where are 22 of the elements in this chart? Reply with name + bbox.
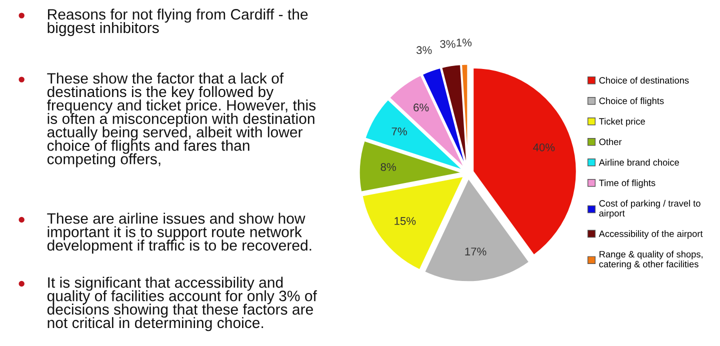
data-label: 15% xyxy=(394,217,416,225)
data-label: 17% xyxy=(465,248,486,256)
data-label: 1% xyxy=(456,38,472,46)
legend-label: Choice of destinations xyxy=(599,76,689,84)
legend-label: Ticket price xyxy=(599,118,645,126)
data-label: 3% xyxy=(416,46,432,54)
data-label: 6% xyxy=(414,104,429,112)
text: These show the factor that a lack of destinations is the key followed by frequency and ticket price. However, this is often a misconception with destination actually being served, albeit with lower choice of flights and fares than competing offers, xyxy=(47,72,316,168)
data-label: 40% xyxy=(533,143,555,152)
legend-label: Cost of parking / travel to airport xyxy=(599,200,700,218)
data-label: 8% xyxy=(380,163,396,171)
legend-label: Choice of flights xyxy=(599,97,664,106)
legend-label: Range & quality of shops, catering & other facilities xyxy=(599,250,702,270)
text: It is significant that accessibility and quality of facilities account for only 3% of decisions showing that these factors are not critical in determining choice. xyxy=(47,276,317,332)
legend-label: Accessibility of the airport xyxy=(598,230,703,239)
legend-label: Time of flights xyxy=(599,179,656,188)
data-label: 3% xyxy=(440,40,456,48)
data-label: 7% xyxy=(392,128,407,136)
legend-label: Airline brand choice xyxy=(598,158,679,166)
text: These are airline issues and show how important it is to support route network development if traffic is to be recovered. xyxy=(47,212,312,254)
legend-label: Other xyxy=(599,138,622,146)
text: Reasons for not flying from Cardiff - the biggest inhibitors xyxy=(48,8,308,36)
